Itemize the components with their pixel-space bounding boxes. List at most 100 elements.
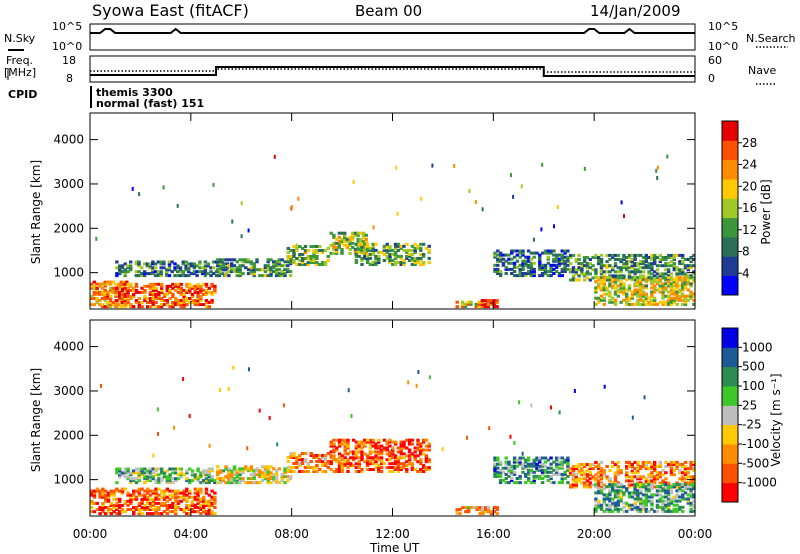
echo-cell [644,463,648,466]
echo-cell [507,466,511,470]
echo-cell [639,503,643,507]
echo-cell [413,446,417,450]
echo-cell [371,458,375,462]
echo-cell [664,302,668,306]
echo-cell [146,297,150,300]
echo-cell [689,260,693,264]
echo-cell [363,254,367,258]
echo-cell [232,477,237,481]
echo-cell [360,458,364,462]
echo-cell [535,466,539,470]
echo-cell [126,491,130,495]
echo-cell [689,489,693,493]
echo-cell [455,305,459,309]
echo-cell [563,270,567,273]
echo-cell [622,266,626,270]
power-ylabel: Slant Range [km] [29,160,43,264]
echo-cell [360,470,364,473]
echo-cell [510,477,514,480]
echo-cell [501,253,506,257]
echo-cell [148,286,153,290]
echo-cell [377,458,381,462]
echo-cell [132,506,136,509]
echo-cell [92,292,97,296]
echo-cell [540,267,545,271]
echo-cell [126,467,130,471]
echo-cell [521,253,525,257]
echo-cell [599,266,604,270]
echo-cell [371,246,375,250]
echo-cell [123,297,127,300]
echo-cell [613,282,618,286]
echo-cell [619,276,623,280]
echo-cell [599,272,604,276]
echo-cell [269,477,273,481]
echo-cell [625,296,629,300]
echo-cell [555,257,559,261]
echo-cell [90,491,94,495]
echo-cell [419,470,423,473]
echo-cell [151,477,155,481]
echo-cell [664,485,668,489]
echo-cell [529,263,534,267]
echo-cell [619,471,623,475]
echo-cell [340,442,345,446]
echo-cell [168,481,172,485]
echo-cell [658,475,662,479]
echo-cell [622,288,626,292]
echo-cell [112,491,116,495]
echo-cell [118,489,122,493]
echo-cell [641,262,646,266]
echo-cell [309,255,313,258]
echo-cell [636,465,640,468]
echo-cell [218,262,223,266]
echo-cell [174,491,178,495]
echo-cell [532,470,536,474]
echo-cell [563,255,567,259]
echo-cell [594,477,598,481]
echo-cell [689,284,693,288]
echo-cell [252,272,256,276]
echo-cell [343,233,347,237]
echo-cell [650,483,654,487]
echo-cell [526,458,531,462]
echo-cell [627,483,632,487]
echo-cell [571,485,576,489]
echo-cell [368,252,373,256]
colorbar-tick-label: -25 [742,418,762,432]
echo-cell [303,249,308,252]
echo-cell [230,268,234,272]
echo-cell [686,258,690,261]
echo-cell [108,305,113,309]
echo-cell [549,263,553,267]
echo-cell [498,462,503,466]
echo-cell [134,481,139,485]
echo-cell [424,448,429,452]
echo-cell [289,261,293,264]
echo-cell [681,282,685,286]
echo-cell [114,292,118,296]
echo-cell [667,509,671,513]
echo-cell [675,489,679,493]
echo-cell [221,266,225,270]
echo-cell [216,270,220,274]
echo-cell [148,469,153,473]
echo-cell [512,456,517,460]
echo-cell [187,264,191,268]
echo-cell [611,460,615,464]
echo-cell [204,473,209,477]
echo-cell [681,463,685,466]
echo-cell [583,473,587,477]
echo-cell [588,483,592,487]
echo-cell [689,507,693,511]
echo-cell [605,276,609,280]
echo-cell [608,300,612,304]
echo-cell [472,506,477,510]
echo-cell [292,261,296,264]
echo-cell [580,477,584,481]
echo-cell [241,260,245,264]
echo-cell [114,290,118,294]
echo-cell [636,280,640,284]
echo-cell [555,472,559,476]
echo-cell [382,252,387,256]
